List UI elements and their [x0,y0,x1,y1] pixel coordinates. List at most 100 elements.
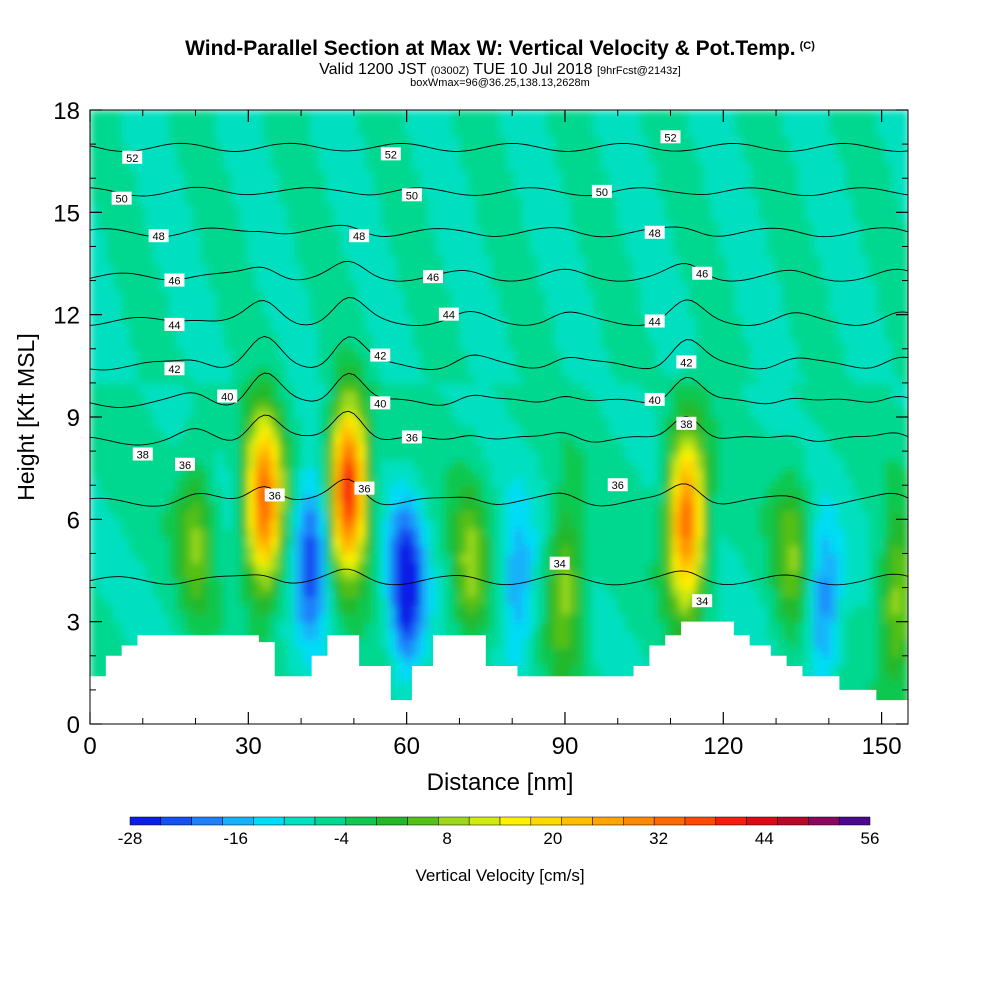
velocity-cell [538,331,548,342]
velocity-cell [483,135,493,146]
velocity-cell [90,485,99,495]
velocity-cell [404,493,414,504]
velocity-cell [388,212,398,222]
velocity-cell [310,561,320,572]
velocity-cell [160,408,170,418]
velocity-cell [215,127,225,137]
velocity-cell [294,434,304,444]
velocity-cell [554,220,563,231]
velocity-cell [302,246,312,256]
velocity-cell [365,434,375,444]
velocity-cell [341,246,351,256]
velocity-cell [121,254,131,265]
velocity-cell [278,519,288,529]
velocity-cell [569,604,579,615]
velocity-cell [90,314,99,325]
velocity-cell [554,621,563,632]
velocity-cell [325,161,335,171]
velocity-cell [404,638,414,649]
velocity-cell [467,357,477,367]
velocity-cell [388,681,398,691]
velocity-cell [404,655,414,666]
velocity-cell [593,408,603,418]
velocity-cell [404,399,414,410]
velocity-cell [491,178,500,188]
velocity-cell [381,442,390,453]
velocity-cell [318,399,327,410]
velocity-cell [263,203,272,214]
velocity-cell [577,382,587,393]
velocity-cell [121,382,131,393]
velocity-cell [569,459,579,470]
velocity-cell [176,331,186,342]
velocity-cell [365,348,375,359]
velocity-cell [522,331,532,342]
velocity-cell [294,374,304,384]
velocity-cell [231,544,241,555]
velocity-cell [349,553,359,563]
velocity-cell [459,399,469,410]
velocity-cell [160,110,170,120]
velocity-cell [90,127,99,137]
velocity-cell [90,331,99,342]
velocity-cell [467,331,477,342]
velocity-cell [184,152,194,163]
velocity-cell [428,289,438,299]
velocity-cell [554,246,563,256]
velocity-cell [577,510,587,521]
velocity-cell [428,195,438,205]
velocity-cell [192,272,202,282]
velocity-cell [105,451,115,461]
velocity-cell [506,459,516,470]
velocity-cell [270,374,280,384]
velocity-cell [404,570,414,581]
velocity-cell [176,621,186,632]
velocity-cell [420,331,430,342]
velocity-cell [325,553,335,563]
velocity-cell [624,178,634,188]
velocity-cell [530,340,540,350]
velocity-cell [231,587,241,598]
velocity-cell [200,391,209,401]
velocity-cell [160,502,170,512]
velocity-cell [349,391,359,401]
velocity-cell [404,442,414,453]
velocity-cell [483,579,493,589]
velocity-cell [113,297,123,308]
velocity-cell [499,596,508,606]
velocity-cell [231,613,241,623]
velocity-cell [522,246,532,256]
velocity-cell [90,289,99,299]
velocity-cell [396,587,406,598]
velocity-cell [152,348,162,359]
velocity-cell [365,391,375,401]
velocity-cell [97,203,107,214]
velocity-cell [121,519,131,529]
velocity-cell [538,647,548,657]
velocity-cell [318,468,327,478]
velocity-cell [145,314,154,325]
velocity-cell [585,374,595,384]
velocity-cell [475,587,485,598]
velocity-cell [396,152,406,163]
velocity-cell [207,536,217,546]
velocity-cell [624,561,634,572]
velocity-cell [286,553,296,563]
velocity-cell [561,468,571,478]
velocity-cell [609,519,618,529]
velocity-cell [105,434,115,444]
velocity-cell [129,553,139,563]
velocity-cell [278,254,288,265]
velocity-cell [577,561,587,572]
velocity-cell [215,527,225,538]
velocity-cell [609,502,618,512]
velocity-cell [357,604,367,615]
velocity-cell [546,527,556,538]
velocity-cell [585,459,595,470]
velocity-cell [341,476,351,487]
velocity-cell [459,596,469,606]
velocity-cell [286,135,296,146]
velocity-cell [451,289,461,299]
velocity-cell [137,110,147,120]
velocity-cell [302,621,312,632]
